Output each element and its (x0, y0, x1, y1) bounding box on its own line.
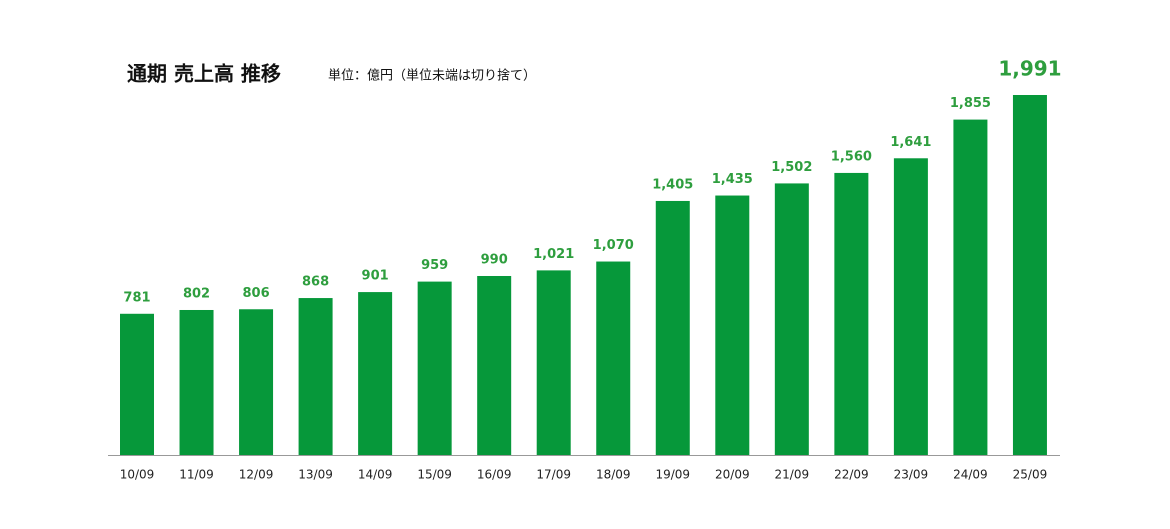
bar (179, 309, 214, 455)
value-label: 802 (183, 286, 210, 301)
bar (536, 270, 571, 455)
x-tick-label: 16/09 (477, 468, 512, 482)
value-label: 1,070 (593, 238, 634, 253)
value-label: 1,502 (771, 160, 812, 175)
value-label: 901 (362, 269, 389, 284)
x-tick-label: 21/09 (775, 468, 810, 482)
bar (1012, 95, 1047, 455)
bar (239, 309, 274, 455)
x-tick-label: 20/09 (715, 468, 750, 482)
x-tick-label: 10/09 (120, 468, 155, 482)
bar (715, 195, 750, 455)
x-tick-label: 12/09 (239, 468, 274, 482)
value-label: 806 (242, 286, 269, 301)
value-label: 1,435 (712, 172, 753, 187)
bar (893, 158, 928, 455)
bar (120, 313, 154, 455)
x-tick-label: 25/09 (1013, 468, 1048, 482)
bar (953, 119, 988, 455)
bar (358, 292, 393, 455)
value-label: 868 (302, 275, 329, 290)
x-tick-label: 19/09 (655, 468, 690, 482)
bar (417, 281, 452, 455)
value-label: 1,855 (950, 96, 991, 111)
bar (596, 261, 631, 455)
chart-subtitle: 単位：億円（単位未端は切り捨て） (328, 68, 536, 84)
x-tick-label: 15/09 (417, 468, 452, 482)
value-label: 1,405 (652, 177, 693, 192)
x-tick-label: 23/09 (894, 468, 929, 482)
x-tick-label: 18/09 (596, 468, 631, 482)
value-label: 1,641 (890, 135, 931, 150)
value-label: 959 (421, 258, 448, 273)
x-tick-label: 13/09 (298, 468, 333, 482)
x-tick-label: 24/09 (953, 468, 988, 482)
bar (834, 172, 869, 455)
bar (477, 275, 512, 455)
value-label: 990 (481, 252, 508, 267)
x-tick-label: 14/09 (358, 468, 393, 482)
bar (298, 298, 333, 455)
bar (655, 200, 690, 455)
x-tick-label: 17/09 (536, 468, 571, 482)
x-tick-label: 22/09 (834, 468, 869, 482)
value-label: 1,021 (533, 247, 574, 262)
chart-title: 通期 売上高 推移 (127, 62, 281, 86)
value-label: 781 (123, 290, 150, 305)
value-label: 1,991 (998, 57, 1061, 81)
value-label: 1,560 (831, 149, 872, 164)
x-tick-label: 11/09 (179, 468, 214, 482)
bar (774, 183, 809, 455)
